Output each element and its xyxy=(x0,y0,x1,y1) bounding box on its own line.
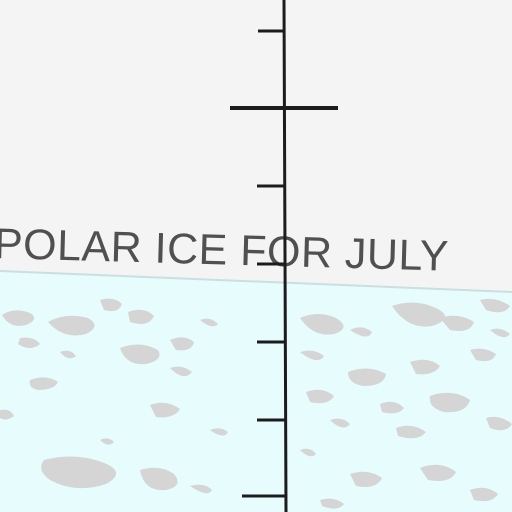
ice-patch xyxy=(300,350,324,361)
ice-patch xyxy=(0,409,14,420)
ice-patch xyxy=(410,359,440,375)
ice-patch xyxy=(300,314,344,335)
ice-patch xyxy=(380,401,404,414)
ice-patch xyxy=(100,438,114,445)
ice-patch xyxy=(300,448,316,457)
ice-patch xyxy=(29,377,58,390)
ice-patch xyxy=(348,368,386,386)
ice-patch xyxy=(392,302,446,327)
ice-patch xyxy=(429,392,470,413)
ice-patch xyxy=(480,298,510,313)
ice-patch xyxy=(210,428,228,436)
ice-patch xyxy=(100,298,122,312)
ice-patch xyxy=(320,498,344,509)
ice-edge xyxy=(0,270,512,293)
ice-patch xyxy=(170,366,192,377)
ice-patch xyxy=(48,315,95,336)
ice-patch xyxy=(140,467,178,491)
ice-patch xyxy=(120,344,160,365)
ice-patch xyxy=(420,464,456,481)
ice-patch xyxy=(440,315,474,331)
ice-patch xyxy=(330,418,350,428)
ice-patch xyxy=(396,425,426,439)
ice-patch xyxy=(350,327,372,337)
ice-patch xyxy=(2,310,35,326)
ice-patch xyxy=(200,318,218,327)
ice-patch xyxy=(170,337,194,351)
ice-patch xyxy=(60,350,76,359)
ice-patch xyxy=(150,402,180,418)
ice-patch xyxy=(128,309,154,324)
ice-patch xyxy=(18,337,40,348)
ice-patch xyxy=(486,416,512,431)
ice-sheet xyxy=(0,271,512,512)
ice-patch xyxy=(470,348,496,362)
ice-patches xyxy=(0,298,512,509)
ice-patch xyxy=(306,389,334,404)
meridian-line xyxy=(282,0,288,512)
ice-patch xyxy=(350,471,382,487)
ice-patch xyxy=(190,484,212,494)
ice-patch xyxy=(41,456,117,489)
ice-patch xyxy=(470,487,498,502)
ice-patch xyxy=(490,328,510,338)
